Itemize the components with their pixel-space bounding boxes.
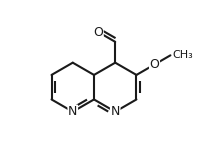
Text: O: O [93,26,103,39]
Text: O: O [149,58,159,71]
Text: N: N [111,105,120,118]
Text: N: N [68,105,78,118]
Text: CH₃: CH₃ [172,50,193,60]
